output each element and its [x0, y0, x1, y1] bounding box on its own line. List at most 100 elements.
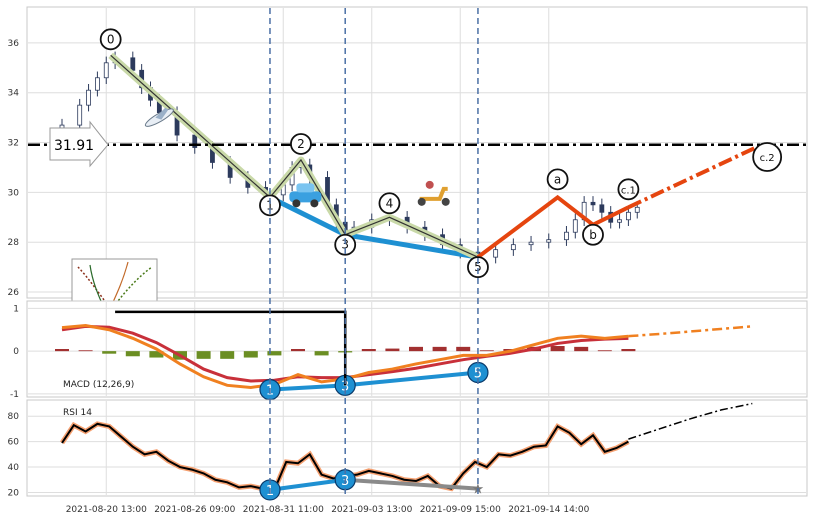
wave-label: 1 — [266, 198, 274, 212]
rsi-y-ticks: 20 40 60 80 — [8, 412, 20, 498]
macd-histogram-bar — [149, 351, 164, 358]
x-tick-labels: 2021-08-20 13:00 2021-08-26 09:00 2021-08-… — [66, 505, 590, 515]
macd-histogram-bar — [597, 350, 612, 352]
macd-histogram-bar — [125, 351, 140, 357]
macd-y-ticks: -1 0 1 — [10, 304, 19, 399]
car-icon — [289, 183, 322, 208]
airplane-wing — [155, 107, 169, 120]
macd-point-label: 3 — [341, 379, 349, 394]
wave-label-circle — [582, 223, 604, 246]
wave-label-circle — [467, 256, 489, 279]
x-tick-label: 2021-08-31 11:00 — [243, 505, 324, 515]
wave-label: 0 — [107, 32, 115, 46]
candle-body — [192, 134, 198, 148]
candle-body — [546, 239, 552, 243]
level-line-group: 31.91 — [49, 120, 109, 168]
candle-body — [510, 244, 516, 251]
macd-histogram-bar — [78, 350, 93, 352]
macd-histogram-bar — [361, 349, 376, 352]
rsi-grid — [28, 401, 806, 495]
wave-label: b — [589, 228, 597, 242]
vertical-markers — [269, 8, 479, 496]
wave-label: 5 — [474, 260, 482, 274]
candle-body — [634, 206, 640, 213]
projection-path-solid — [476, 194, 630, 259]
candle-body — [103, 62, 109, 79]
wave-label-circle — [290, 133, 312, 155]
macd-histogram-bar — [220, 351, 235, 359]
rsi-divergence-line — [269, 477, 346, 492]
car-roof — [296, 183, 315, 193]
y-tick-label: 80 — [8, 412, 20, 422]
candle-body — [599, 204, 605, 213]
wave-label-circle — [378, 192, 401, 215]
scooter-wheel-front — [441, 197, 450, 206]
x-tick-label: 2021-09-09 15:00 — [420, 505, 501, 515]
macd-histogram-bar — [102, 351, 117, 354]
macd-histogram-bar — [291, 349, 305, 352]
candle-body — [572, 219, 578, 233]
candle-body — [95, 77, 100, 91]
macd-histogram-bar — [432, 346, 447, 352]
candle-body — [86, 89, 91, 106]
x-tick-label: 2021-08-20 13:00 — [66, 505, 147, 515]
candle-body — [493, 249, 499, 258]
candle-body — [528, 241, 534, 246]
y-tick-label: 0 — [13, 347, 19, 357]
rsi-label: RSI 14 — [63, 408, 92, 418]
car-wheel-front — [292, 199, 301, 208]
wave-label: c.1 — [621, 185, 636, 196]
y-tick-label: 1 — [13, 304, 19, 314]
scooter-icon — [417, 180, 450, 206]
candle-body — [130, 57, 136, 71]
macd-histogram-bar — [267, 351, 282, 356]
macd-histogram-bar — [479, 350, 494, 352]
macd-histogram-bar — [55, 349, 69, 352]
wave-label-circle — [99, 28, 122, 51]
wave-path-line — [110, 54, 479, 258]
x-tick-label: 2021-09-03 13:00 — [331, 505, 412, 515]
macd-histogram-bar — [409, 346, 423, 352]
candle-body — [590, 201, 596, 206]
rsi-divergence-gray — [345, 477, 479, 491]
wave-label: 2 — [297, 137, 305, 151]
macd-histogram-bar — [385, 348, 400, 352]
y-tick-label: 36 — [8, 39, 20, 49]
y-tick-label: 32 — [8, 139, 19, 149]
wave-label-circle — [334, 233, 357, 256]
candle-body — [564, 231, 569, 241]
candle-body — [77, 104, 83, 126]
macd-histogram-bar — [574, 346, 589, 352]
scooter-wheel-back — [417, 197, 426, 206]
y-tick-label: 34 — [8, 89, 20, 99]
wave-label: c.2 — [760, 153, 775, 164]
y-tick-label: 26 — [8, 288, 20, 298]
wave-label: 4 — [386, 196, 394, 210]
wave-label-circle — [752, 142, 783, 172]
level-label: 31.91 — [54, 138, 94, 154]
level-label-arrow — [49, 120, 109, 168]
y-tick-label: 28 — [8, 238, 20, 248]
wave-label-circle — [259, 194, 281, 217]
scooter-frame — [419, 186, 448, 201]
y-tick-label: 40 — [8, 463, 20, 473]
icons — [144, 107, 450, 208]
macd-point-label: 5 — [474, 367, 482, 382]
macd-histogram-bar — [621, 349, 636, 352]
wave-label-circle — [546, 168, 569, 191]
price-grid — [28, 8, 806, 297]
macd-histogram-bar — [456, 346, 471, 352]
car-wheel-back — [310, 199, 319, 208]
y-tick-label: 60 — [8, 438, 20, 448]
macd-panel: -1 0 1 1 3 5 MACD (12,26,9) — [10, 300, 808, 401]
y-tick-label: -1 — [10, 390, 19, 400]
price-panel-frame — [26, 6, 808, 299]
x-tick-label: 2021-09-14 14:00 — [508, 505, 589, 515]
macd-histogram-bar — [550, 346, 565, 352]
price-y-ticks: 26 28 30 32 34 36 — [8, 39, 20, 298]
macd-histogram-bar — [314, 351, 329, 356]
candle-body — [617, 219, 622, 223]
